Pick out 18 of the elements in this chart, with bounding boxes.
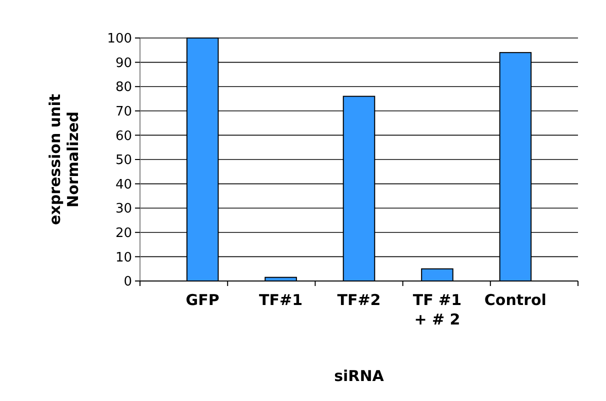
y-tick-label: 0 xyxy=(124,274,132,290)
y-tick-label: 60 xyxy=(115,128,132,144)
y-tick-label: 100 xyxy=(107,32,132,47)
y-tick-label: 10 xyxy=(115,250,132,266)
y-tick-label: 90 xyxy=(115,56,132,71)
y-axis-title: expression unit Normalized xyxy=(46,94,82,226)
y-tick-label: 30 xyxy=(115,202,132,217)
y-tick-label: 80 xyxy=(115,80,132,96)
x-tick-label: Control xyxy=(484,291,546,309)
y-tick-label: 40 xyxy=(115,177,132,192)
y-tick-label: 70 xyxy=(115,104,132,120)
x-tick-label: TF#2 xyxy=(337,291,381,309)
x-tick-label: TF #1 + # 2 xyxy=(412,291,462,328)
x-tick-label: GFP xyxy=(186,291,220,309)
x-axis-title: siRNA xyxy=(334,367,384,385)
x-tick-label: TF#1 xyxy=(259,291,303,309)
y-tick-label: 20 xyxy=(115,226,132,241)
y-tick-label: 50 xyxy=(115,153,132,168)
